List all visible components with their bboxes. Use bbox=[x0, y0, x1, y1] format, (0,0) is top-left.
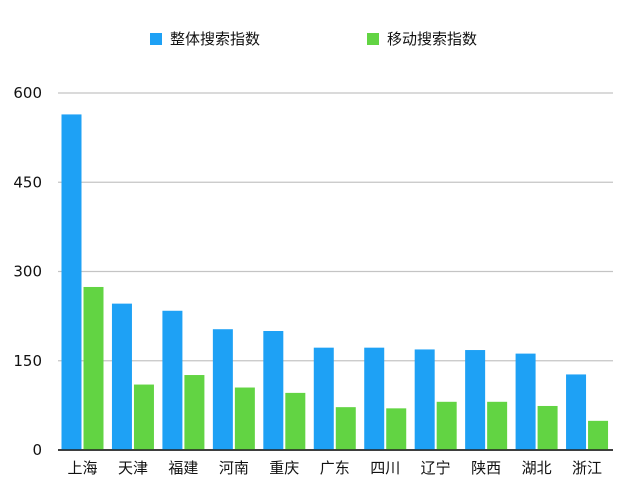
y-tick-label-450: 450 bbox=[13, 173, 42, 191]
bar-mobile-7 bbox=[436, 401, 457, 450]
bar-overall-10 bbox=[566, 374, 587, 450]
x-tick-label-0: 上海 bbox=[67, 459, 97, 477]
bar-mobile-9 bbox=[537, 405, 558, 450]
legend-label-mobile: 移动搜索指数 bbox=[387, 30, 477, 48]
bar-mobile-0 bbox=[83, 286, 104, 450]
bars bbox=[58, 114, 613, 451]
x-tick-label-6: 四川 bbox=[370, 459, 400, 477]
bar-mobile-1 bbox=[133, 384, 154, 450]
bar-mobile-4 bbox=[285, 392, 306, 450]
legend: 整体搜索指数 移动搜索指数 bbox=[150, 30, 477, 48]
x-tick-label-8: 陕西 bbox=[471, 459, 501, 477]
bar-overall-7 bbox=[414, 349, 435, 450]
bar-mobile-8 bbox=[487, 401, 508, 450]
x-tick-label-7: 辽宁 bbox=[421, 459, 451, 477]
x-tick-label-3: 河南 bbox=[219, 459, 249, 477]
bar-overall-6 bbox=[364, 347, 385, 450]
bar-overall-2 bbox=[162, 310, 183, 450]
bar-mobile-3 bbox=[234, 387, 255, 450]
bar-overall-8 bbox=[465, 350, 486, 450]
bar-mobile-10 bbox=[588, 420, 609, 450]
bar-overall-4 bbox=[263, 331, 284, 450]
bar-overall-5 bbox=[313, 347, 334, 450]
bar-mobile-6 bbox=[386, 408, 407, 450]
x-tick-label-1: 天津 bbox=[118, 459, 148, 477]
legend-swatch-mobile bbox=[367, 33, 379, 45]
bar-mobile-5 bbox=[335, 407, 356, 450]
legend-label-overall: 整体搜索指数 bbox=[170, 30, 260, 48]
x-tick-label-2: 福建 bbox=[168, 459, 198, 477]
y-axis-ticks: 0 150 300 450 600 bbox=[13, 84, 42, 459]
bar-overall-1 bbox=[111, 303, 132, 450]
x-tick-label-4: 重庆 bbox=[269, 459, 299, 477]
y-tick-label-600: 600 bbox=[13, 84, 42, 102]
bar-overall-9 bbox=[515, 353, 536, 450]
x-axis-labels: 上海 天津 福建 河南 重庆 广东 四川 辽宁 陕西 湖北 浙江 bbox=[67, 459, 602, 477]
x-tick-label-9: 湖北 bbox=[522, 459, 552, 477]
y-tick-label-150: 150 bbox=[13, 352, 42, 370]
bar-overall-3 bbox=[212, 329, 233, 450]
y-tick-label-0: 0 bbox=[32, 441, 42, 459]
legend-swatch-overall bbox=[150, 33, 162, 45]
bar-mobile-2 bbox=[184, 375, 205, 450]
x-tick-label-5: 广东 bbox=[320, 459, 350, 477]
bar-overall-0 bbox=[61, 114, 82, 451]
x-tick-label-10: 浙江 bbox=[572, 459, 602, 477]
y-tick-label-300: 300 bbox=[13, 263, 42, 281]
